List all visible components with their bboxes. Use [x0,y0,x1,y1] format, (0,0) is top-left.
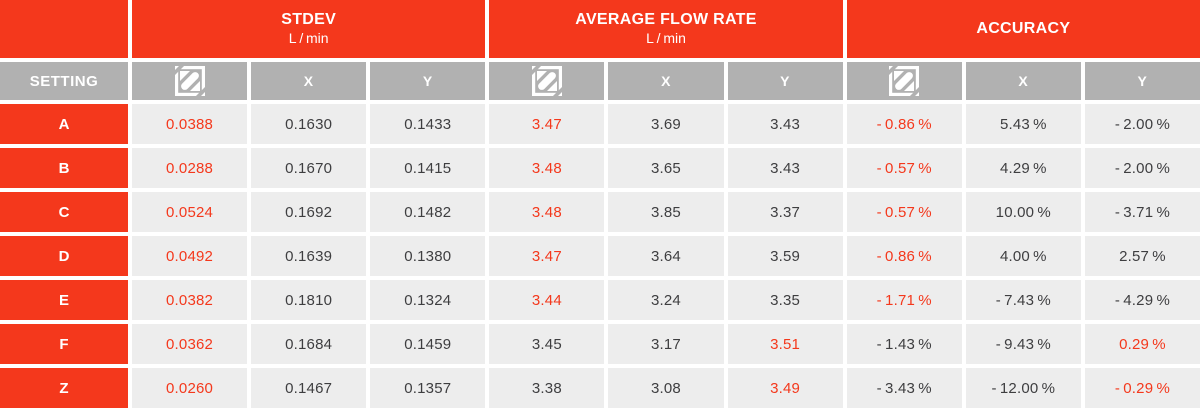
value-cell: 3.48 [489,192,605,232]
value-cell: - 3.71 % [1084,192,1200,232]
value-cell: 0.1380 [370,236,486,276]
value-cell: 3.37 [727,192,843,232]
setting-column-header: SETTING [0,62,128,100]
setting-row-label: E [0,280,128,320]
value-cell: 0.1459 [370,324,486,364]
value-cell: 3.35 [727,280,843,320]
value-cell: 2.57 % [1084,236,1200,276]
group-title: ACCURACY [976,20,1071,37]
column-header-y: Y [1084,62,1200,100]
value-cell: 0.1482 [370,192,486,232]
value-cell: 3.45 [489,324,605,364]
value-cell: 3.65 [608,148,724,188]
value-cell: 3.69 [608,104,724,144]
value-cell: - 0.57 % [846,192,962,232]
value-cell: 0.1670 [251,148,367,188]
value-cell: 3.85 [608,192,724,232]
value-cell: - 7.43 % [965,280,1081,320]
column-header-x: X [251,62,367,100]
value-cell: 0.0362 [132,324,248,364]
setting-row-label: D [0,236,128,276]
value-cell: 0.0288 [132,148,248,188]
value-cell: - 3.43 % [846,368,962,408]
value-cell: 10.00 % [965,192,1081,232]
value-cell: 0.0388 [132,104,248,144]
column-header-y: Y [370,62,486,100]
value-cell: 0.1810 [251,280,367,320]
value-cell: 3.43 [727,104,843,144]
value-cell: - 0.29 % [1084,368,1200,408]
group-subtitle: L / min [646,30,686,47]
value-cell: - 4.29 % [1084,280,1200,320]
setting-row-label: C [0,192,128,232]
value-cell: - 0.86 % [846,104,962,144]
group-title: STDEV [281,11,337,29]
column-header-x: X [608,62,724,100]
value-cell: 0.1630 [251,104,367,144]
group-header-accuracy: ACCURACY [846,0,1200,58]
value-cell: 3.17 [608,324,724,364]
value-cell: 5.43 % [965,104,1081,144]
value-cell: 3.47 [489,236,605,276]
group-subtitle: L / min [288,30,329,47]
value-cell: 3.43 [727,148,843,188]
value-cell: - 0.57 % [846,148,962,188]
group-header-stdev: STDEV L / min [132,0,486,58]
brand-logo-icon [889,66,920,96]
value-cell: 0.1357 [370,368,486,408]
value-cell: 0.1639 [251,236,367,276]
value-cell: 3.44 [489,280,605,320]
setting-row-label: Z [0,368,128,408]
logo-header-cell [132,62,248,100]
setting-row-label: B [0,148,128,188]
brand-logo-icon [531,66,562,96]
setting-row-label: F [0,324,128,364]
value-cell: - 0.86 % [846,236,962,276]
value-cell: 0.0492 [132,236,248,276]
setting-row-label: A [0,104,128,144]
value-cell: 3.48 [489,148,605,188]
value-cell: - 9.43 % [965,324,1081,364]
column-header-x: X [965,62,1081,100]
corner-cell [0,0,128,58]
value-cell: 0.0524 [132,192,248,232]
value-cell: 0.0382 [132,280,248,320]
value-cell: 0.1415 [370,148,486,188]
value-cell: 3.47 [489,104,605,144]
value-cell: 4.29 % [965,148,1081,188]
value-cell: - 12.00 % [965,368,1081,408]
value-cell: 0.29 % [1084,324,1200,364]
group-header-average-flow-rate: AVERAGE FLOW RATE L / min [489,0,843,58]
value-cell: - 2.00 % [1084,148,1200,188]
value-cell: 0.1467 [251,368,367,408]
value-cell: 0.1324 [370,280,486,320]
value-cell: 3.59 [727,236,843,276]
value-cell: 0.0260 [132,368,248,408]
value-cell: 4.00 % [965,236,1081,276]
value-cell: 0.1433 [370,104,486,144]
value-cell: 0.1684 [251,324,367,364]
value-cell: 3.38 [489,368,605,408]
brand-logo-icon [174,66,205,96]
value-cell: 0.1692 [251,192,367,232]
value-cell: - 1.71 % [846,280,962,320]
value-cell: 3.64 [608,236,724,276]
value-cell: - 1.43 % [846,324,962,364]
group-title: AVERAGE FLOW RATE [575,11,757,29]
value-cell: 3.08 [608,368,724,408]
column-header-y: Y [727,62,843,100]
logo-header-cell [846,62,962,100]
value-cell: 3.51 [727,324,843,364]
logo-header-cell [489,62,605,100]
value-cell: 3.24 [608,280,724,320]
value-cell: - 2.00 % [1084,104,1200,144]
value-cell: 3.49 [727,368,843,408]
